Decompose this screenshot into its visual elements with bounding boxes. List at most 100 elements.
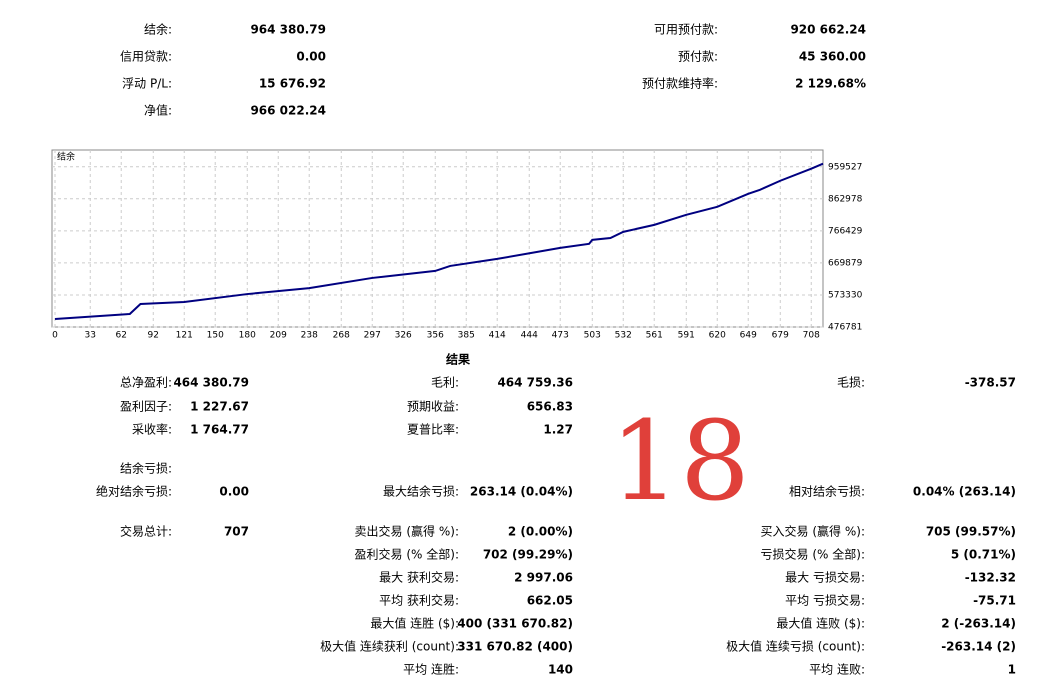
field-value: 400 (331 670.82) <box>457 617 573 631</box>
field-label: 相对结余亏损: <box>789 484 865 499</box>
field-value: -378.57 <box>965 376 1016 390</box>
field-label: 平均 连败: <box>809 662 865 677</box>
field-value: 1.27 <box>543 423 573 437</box>
y-tick-label: 476781 <box>828 323 862 333</box>
field-value: 2 129.68% <box>795 77 866 91</box>
results-title: 结果 <box>446 352 470 367</box>
y-tick-label: 669879 <box>828 258 863 268</box>
field-value: 464 380.79 <box>173 376 249 390</box>
field-value: 15 676.92 <box>259 77 326 91</box>
x-tick-label: 121 <box>176 331 193 341</box>
x-tick-label: 326 <box>395 331 412 341</box>
field-value: 964 380.79 <box>250 23 326 37</box>
x-tick-label: 444 <box>521 331 538 341</box>
field-label: 总净盈利: <box>120 376 172 390</box>
chart-frame <box>51 149 824 328</box>
x-tick-label: 297 <box>364 331 381 341</box>
x-tick-label: 473 <box>552 331 569 341</box>
field-label: 卖出交易 (赢得 %): <box>355 524 459 539</box>
field-label: 平均 亏损交易: <box>785 593 865 608</box>
x-tick-label: 0 <box>52 331 58 341</box>
field-label: 预付款: <box>678 50 718 64</box>
field-label: 盈利交易 (% 全部): <box>355 547 459 562</box>
x-tick-label: 591 <box>678 331 695 341</box>
x-tick-label: 150 <box>207 331 224 341</box>
field-label: 盈利因子: <box>120 400 172 414</box>
field-value: 702 (99.29%) <box>483 548 573 562</box>
x-tick-label: 414 <box>489 331 506 341</box>
x-tick-label: 649 <box>740 331 757 341</box>
field-label: 预付款维持率: <box>642 76 718 91</box>
field-value: 0.00 <box>219 485 249 499</box>
x-tick-label: 708 <box>803 331 820 341</box>
field-label: 平均 连胜: <box>403 662 459 677</box>
field-label: 绝对结余亏损: <box>96 484 172 499</box>
field-label: 预期收益: <box>407 400 459 414</box>
legend-label: 结余 <box>57 151 75 163</box>
field-value: 464 759.36 <box>497 376 573 390</box>
field-value: 920 662.24 <box>790 23 866 37</box>
x-tick-label: 209 <box>270 331 287 341</box>
annotation: 18 <box>610 397 750 525</box>
field-label: 结余: <box>144 22 172 37</box>
field-label: 亏损交易 (% 全部): <box>761 547 865 562</box>
x-tick-label: 503 <box>584 331 601 341</box>
x-tick-label: 532 <box>615 331 632 341</box>
field-label: 浮动 P/L: <box>122 77 172 91</box>
x-tick-label: 385 <box>458 331 475 341</box>
field-value: 2 (0.00%) <box>508 525 573 539</box>
field-value: 2 (-263.14) <box>941 617 1016 631</box>
field-value: 140 <box>548 663 573 677</box>
field-label: 极大值 连续获利 (count): <box>320 639 459 654</box>
field-label: 交易总计: <box>120 524 172 539</box>
field-label: 最大结余亏损: <box>383 484 459 499</box>
field-value: 5 (0.71%) <box>951 548 1016 562</box>
balance-line <box>54 162 824 320</box>
x-tick-label: 679 <box>772 331 789 341</box>
x-tick-label: 561 <box>646 331 663 341</box>
x-tick-label: 620 <box>709 331 726 341</box>
field-value: 705 (99.57%) <box>926 525 1016 539</box>
field-label: 结余亏损: <box>120 461 172 476</box>
field-label: 平均 获利交易: <box>379 593 459 608</box>
field-label: 可用预付款: <box>654 23 718 37</box>
field-value: 656.83 <box>527 400 573 414</box>
field-value: 331 670.82 (400) <box>457 640 573 654</box>
y-tick-label: 862978 <box>828 194 863 204</box>
field-value: -132.32 <box>965 571 1016 585</box>
field-label: 最大 亏损交易: <box>785 570 865 585</box>
field-value: 0.04% (263.14) <box>913 485 1016 499</box>
field-label: 净值: <box>144 103 172 118</box>
field-label: 毛利: <box>431 376 459 390</box>
field-label: 极大值 连续亏损 (count): <box>726 639 865 654</box>
field-value: 2 997.06 <box>514 571 573 585</box>
field-value: 45 360.00 <box>799 50 866 64</box>
field-label: 夏普比率: <box>407 422 459 437</box>
field-label: 最大 获利交易: <box>379 570 459 585</box>
field-value: 263.14 (0.04%) <box>470 485 573 499</box>
field-value: 966 022.24 <box>250 104 326 118</box>
field-value: -263.14 (2) <box>941 640 1016 654</box>
x-tick-label: 62 <box>115 331 126 341</box>
field-value: 1 764.77 <box>190 423 249 437</box>
y-tick-label: 766429 <box>828 226 863 236</box>
field-label: 采收率: <box>132 422 172 437</box>
field-label: 最大值 连败 ($): <box>776 616 865 631</box>
field-label: 买入交易 (赢得 %): <box>761 524 865 539</box>
field-value: 1 227.67 <box>190 400 249 414</box>
y-tick-label: 959527 <box>828 162 862 172</box>
x-tick-label: 268 <box>333 331 350 341</box>
x-tick-label: 92 <box>148 331 159 341</box>
field-value: -75.71 <box>973 594 1016 608</box>
field-value: 707 <box>224 525 249 539</box>
x-tick-label: 180 <box>239 331 256 341</box>
field-label: 毛损: <box>837 376 865 390</box>
x-tick-label: 33 <box>85 331 96 341</box>
y-tick-label: 573330 <box>828 290 863 300</box>
x-tick-label: 238 <box>301 331 318 341</box>
field-value: 1 <box>1008 663 1016 677</box>
field-value: 0.00 <box>296 50 326 64</box>
field-value: 662.05 <box>527 594 573 608</box>
